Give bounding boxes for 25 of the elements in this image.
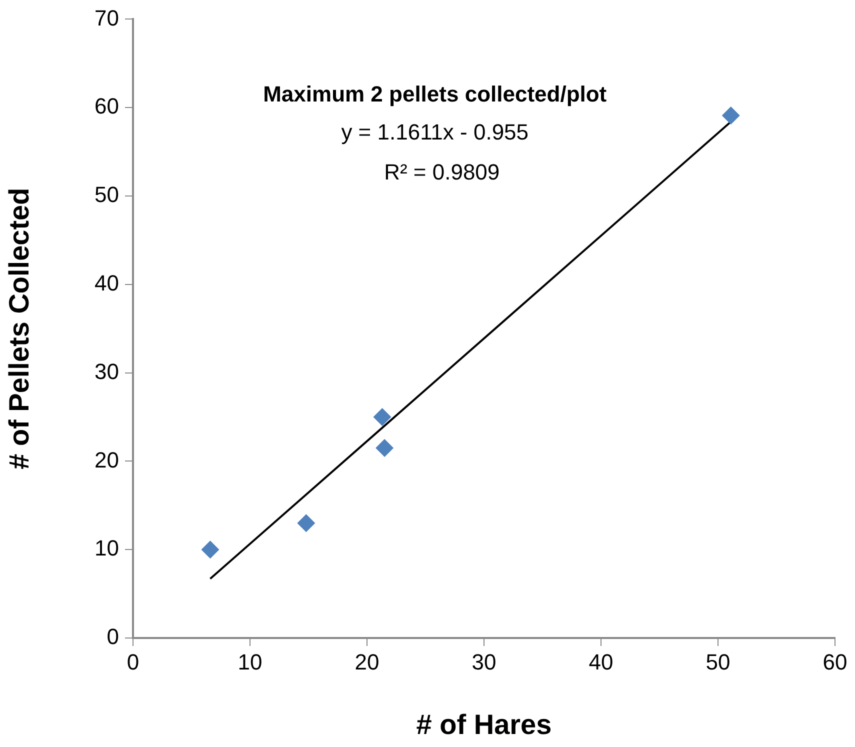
x-tick-label: 40 [588,649,614,674]
x-tick-label: 50 [706,649,730,674]
point [297,514,316,532]
y-tick-label: 0 [106,624,119,650]
point [373,408,392,426]
y-tick-label: 10 [94,536,119,561]
x-tick-label: 30 [472,649,496,674]
y-tick-label: 50 [94,182,119,208]
y-tick-label: 30 [94,358,119,384]
x-tick-label: 0 [126,649,140,674]
y-tick-label: 70 [94,5,119,30]
point [376,438,394,457]
x-tick-label: 60 [822,649,848,674]
text: Maximum 2 pellets collected/plot [263,81,608,106]
x-tick-label: 20 [354,649,380,674]
y-tick-label: 40 [94,270,119,296]
annotation: R² = 0.9809 [384,159,500,184]
y-tick-label: 60 [94,94,119,119]
point [201,540,220,559]
x-tick-label: 10 [238,649,262,674]
y-axis-title: # of Pellets Collected [4,188,35,470]
x-axis-title: # of Hares [416,708,552,740]
y-tick-label: 20 [94,447,119,472]
annotation: y = 1.1611x - 0.955 [341,119,529,144]
point [722,106,740,125]
